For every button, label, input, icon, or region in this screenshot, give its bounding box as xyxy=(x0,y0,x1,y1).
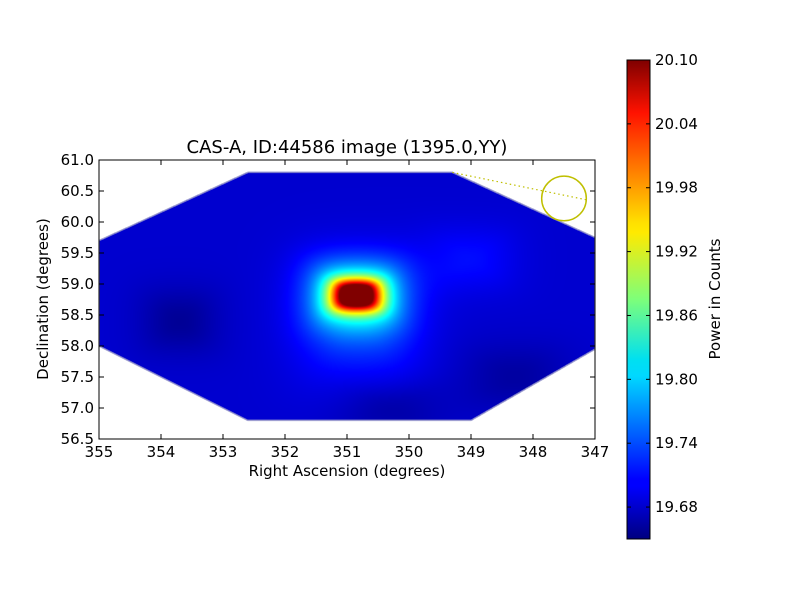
x-tick-label: 352 xyxy=(271,443,300,461)
annotation-circle xyxy=(540,175,588,222)
colorbar-tick-label: 19.86 xyxy=(655,306,698,324)
y-tick-label: 60.0 xyxy=(61,213,94,231)
x-tick-label: 351 xyxy=(333,443,362,461)
y-tick-label: 56.5 xyxy=(61,430,94,448)
y-tick-label: 58.5 xyxy=(61,306,94,324)
x-tick-label: 347 xyxy=(581,443,610,461)
y-tick-label: 57.0 xyxy=(61,399,94,417)
x-tick-label: 348 xyxy=(519,443,548,461)
y-tick-label: 57.5 xyxy=(61,368,94,386)
colorbar: 19.68 19.74 19.80 19.86 19.92 19.98 20.04 20.10… xyxy=(626,51,724,540)
x-tick-label: 354 xyxy=(147,443,176,461)
colorbar-tick-label: 20.10 xyxy=(655,51,698,69)
colorbar-label: Power in Counts xyxy=(706,238,724,359)
colorbar-tick-label: 19.92 xyxy=(655,243,698,261)
y-tick-label: 60.5 xyxy=(61,182,94,200)
plot-area xyxy=(99,160,595,439)
annotation-line xyxy=(452,171,589,201)
y-tick-label: 61.0 xyxy=(61,151,94,169)
footprint-outline xyxy=(99,171,595,422)
x-tick-label: 353 xyxy=(209,443,238,461)
colorbar-tick-label: 19.80 xyxy=(655,370,698,388)
y-tick-label: 59.0 xyxy=(61,275,94,293)
x-tick-label: 355 xyxy=(85,443,114,461)
y-tick-label: 58.0 xyxy=(61,337,94,355)
chart-title: CAS-A, ID:44586 image (1395.0,YY) xyxy=(187,137,508,158)
colorbar-tick-label: 20.04 xyxy=(655,115,698,133)
x-tick-label: 349 xyxy=(457,443,486,461)
x-tick-label: 350 xyxy=(395,443,424,461)
x-axis-label: Right Ascension (degrees) xyxy=(249,462,446,480)
colorbar-ticks: 19.68 19.74 19.80 19.86 19.92 19.98 20.04 20.10 xyxy=(627,51,698,516)
y-tick-label: 59.5 xyxy=(61,244,94,262)
colorbar-gradient xyxy=(626,59,651,540)
y-axis-label: Declination (degrees) xyxy=(34,218,52,380)
colorbar-tick-label: 19.74 xyxy=(655,434,698,452)
colorbar-tick-label: 19.98 xyxy=(655,179,698,197)
colorbar-tick-label: 19.68 xyxy=(655,498,698,516)
y-axis: 56.5 57.0 57.5 58.0 58.5 59.0 59.5 60.0 60.5 61.0 xyxy=(61,151,595,448)
heatmap-image xyxy=(99,160,595,439)
x-axis: 355 354 353 352 351 350 349 348 347 xyxy=(85,160,610,461)
